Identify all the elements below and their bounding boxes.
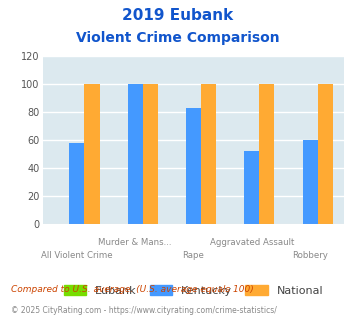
Bar: [84, 84, 99, 224]
Text: Rape: Rape: [182, 251, 204, 260]
Text: Robbery: Robbery: [292, 251, 328, 260]
Bar: [143, 84, 158, 224]
Bar: [186, 108, 201, 224]
Text: All Violent Crime: All Violent Crime: [41, 251, 113, 260]
Bar: [69, 143, 84, 224]
Text: Murder & Mans...: Murder & Mans...: [98, 238, 172, 247]
Bar: [259, 84, 274, 224]
Bar: [302, 140, 318, 224]
Bar: [318, 84, 333, 224]
Bar: [244, 151, 259, 224]
Legend: Eubank, Kentucky, National: Eubank, Kentucky, National: [59, 280, 328, 300]
Bar: [128, 84, 143, 224]
Text: 2019 Eubank: 2019 Eubank: [122, 8, 233, 23]
Text: © 2025 CityRating.com - https://www.cityrating.com/crime-statistics/: © 2025 CityRating.com - https://www.city…: [11, 306, 277, 315]
Text: Aggravated Assault: Aggravated Assault: [209, 238, 294, 247]
Text: Violent Crime Comparison: Violent Crime Comparison: [76, 31, 279, 45]
Text: Compared to U.S. average. (U.S. average equals 100): Compared to U.S. average. (U.S. average …: [11, 285, 253, 294]
Bar: [201, 84, 216, 224]
